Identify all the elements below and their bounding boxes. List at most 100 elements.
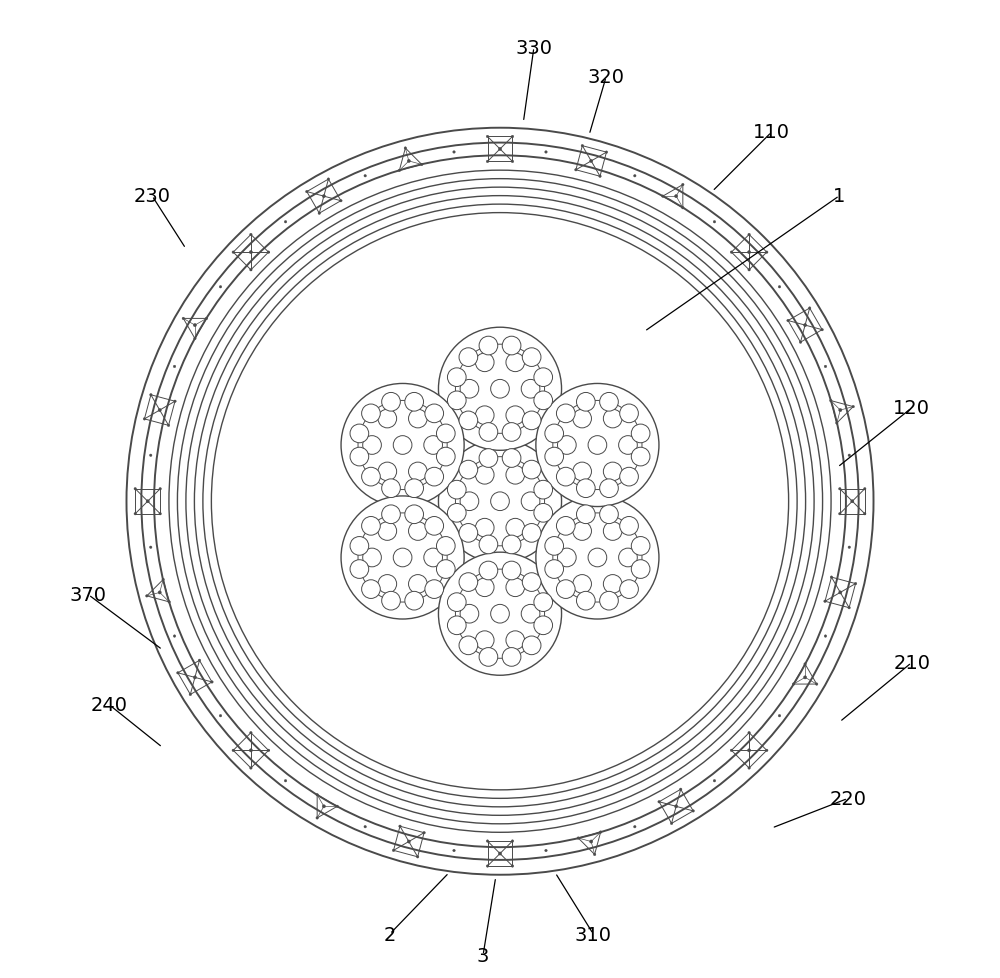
Circle shape [486, 136, 489, 139]
Circle shape [748, 732, 750, 734]
Circle shape [748, 767, 750, 770]
Circle shape [475, 578, 494, 597]
Text: 120: 120 [893, 399, 930, 418]
Circle shape [556, 580, 575, 599]
Circle shape [534, 504, 553, 522]
Circle shape [573, 463, 591, 481]
Circle shape [460, 380, 479, 399]
Circle shape [143, 419, 146, 421]
Circle shape [362, 517, 380, 536]
Circle shape [447, 369, 466, 387]
Circle shape [522, 461, 541, 479]
Circle shape [730, 251, 733, 254]
Circle shape [425, 467, 444, 486]
Circle shape [631, 560, 650, 579]
Circle shape [382, 479, 400, 498]
Circle shape [340, 200, 342, 202]
Circle shape [126, 128, 874, 875]
Circle shape [475, 519, 494, 538]
Circle shape [378, 410, 397, 428]
Circle shape [558, 549, 576, 567]
Circle shape [804, 663, 806, 666]
Circle shape [350, 448, 369, 467]
Circle shape [425, 405, 444, 423]
Circle shape [851, 500, 854, 504]
Circle shape [603, 463, 622, 481]
Circle shape [182, 318, 185, 321]
Circle shape [682, 207, 684, 209]
Circle shape [174, 401, 176, 403]
Circle shape [506, 354, 525, 373]
Circle shape [249, 749, 252, 752]
Circle shape [511, 136, 514, 139]
Circle shape [593, 854, 596, 856]
Circle shape [545, 448, 564, 467]
Circle shape [173, 635, 176, 638]
Circle shape [502, 423, 521, 442]
Circle shape [404, 148, 407, 151]
Circle shape [824, 635, 827, 638]
Circle shape [459, 637, 478, 655]
Circle shape [407, 840, 410, 843]
Circle shape [511, 161, 514, 163]
Circle shape [405, 393, 424, 412]
Circle shape [306, 191, 308, 194]
Circle shape [588, 549, 607, 567]
Circle shape [787, 320, 789, 323]
Circle shape [364, 825, 366, 828]
Circle shape [662, 196, 664, 199]
Circle shape [154, 156, 846, 847]
Circle shape [362, 467, 380, 486]
Circle shape [600, 479, 618, 498]
Circle shape [267, 251, 270, 254]
Circle shape [447, 391, 466, 410]
Circle shape [409, 463, 427, 481]
Circle shape [459, 412, 478, 430]
Circle shape [864, 512, 866, 515]
Circle shape [521, 380, 540, 399]
Circle shape [382, 506, 400, 524]
Circle shape [362, 405, 380, 423]
Circle shape [502, 561, 521, 580]
Circle shape [168, 601, 170, 603]
Circle shape [605, 152, 608, 155]
Circle shape [405, 506, 424, 524]
Circle shape [848, 547, 851, 549]
Circle shape [556, 467, 575, 486]
Circle shape [350, 560, 369, 579]
Circle shape [173, 366, 176, 369]
Circle shape [250, 234, 252, 237]
Circle shape [284, 221, 287, 224]
Circle shape [619, 549, 637, 567]
Circle shape [378, 522, 397, 541]
Circle shape [250, 767, 252, 770]
Circle shape [267, 749, 270, 752]
Circle shape [479, 536, 498, 555]
Circle shape [438, 328, 562, 451]
Circle shape [479, 423, 498, 442]
Circle shape [852, 406, 854, 409]
Circle shape [193, 676, 197, 680]
Circle shape [453, 849, 455, 852]
Circle shape [553, 513, 642, 602]
Circle shape [382, 393, 400, 412]
Circle shape [803, 324, 807, 328]
Circle shape [534, 616, 553, 635]
Text: 240: 240 [91, 695, 128, 715]
Text: 310: 310 [575, 925, 612, 944]
Circle shape [341, 384, 464, 507]
Circle shape [848, 606, 850, 609]
Circle shape [392, 849, 395, 852]
Circle shape [486, 161, 489, 163]
Circle shape [748, 749, 751, 752]
Circle shape [536, 497, 659, 619]
Circle shape [599, 176, 601, 178]
Circle shape [453, 152, 455, 155]
Circle shape [506, 466, 525, 485]
Circle shape [205, 318, 208, 321]
Circle shape [316, 794, 318, 796]
Circle shape [425, 580, 444, 599]
Circle shape [556, 405, 575, 423]
Circle shape [521, 492, 540, 511]
Circle shape [186, 188, 814, 816]
